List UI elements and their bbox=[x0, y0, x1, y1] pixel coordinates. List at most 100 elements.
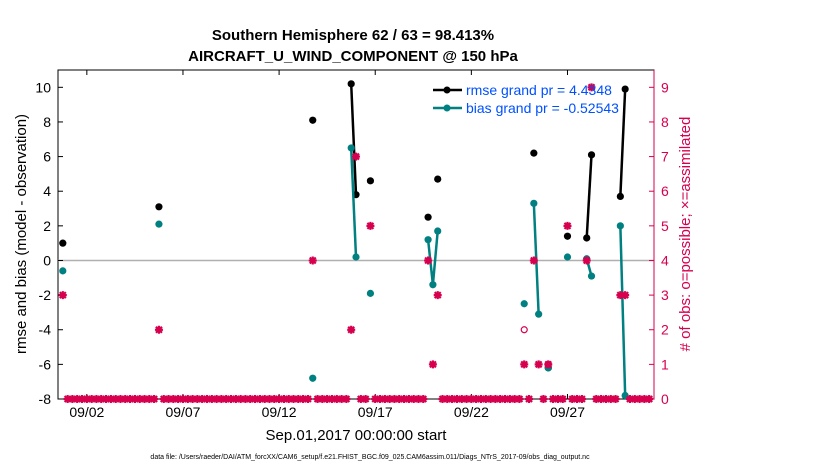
x-tick-label: 09/22 bbox=[454, 404, 489, 420]
obs-assimilated-mark bbox=[544, 360, 553, 369]
obs-assimilated-mark bbox=[58, 291, 67, 300]
obs-zero-mark bbox=[222, 395, 231, 403]
obs-assimilated-mark bbox=[534, 360, 543, 369]
obs-zero-mark bbox=[231, 395, 240, 403]
bias-point bbox=[424, 236, 432, 244]
obs-zero-mark bbox=[106, 395, 115, 403]
y-tick-label: -8 bbox=[39, 391, 52, 407]
obs-zero-mark bbox=[539, 395, 548, 403]
x-tick-group: 09/02 09/07 09/12 09/17 09/22 09/27 bbox=[69, 70, 585, 420]
obs-zero-mark bbox=[183, 395, 192, 403]
legend-bias-marker bbox=[443, 104, 451, 112]
rmse-point bbox=[366, 177, 375, 185]
rmse-line bbox=[619, 88, 627, 197]
obs-zero-mark bbox=[63, 395, 72, 403]
obs-zero-mark bbox=[102, 395, 111, 403]
obs-zero-mark bbox=[294, 395, 303, 403]
obs-zero-mark bbox=[82, 395, 91, 403]
obs-zero-mark bbox=[481, 395, 490, 403]
obs-zero-mark bbox=[645, 395, 654, 403]
bias-point bbox=[366, 289, 375, 297]
y-right-tick-label: 3 bbox=[661, 287, 669, 303]
obs-zero-mark bbox=[438, 395, 447, 403]
obs-zero-mark bbox=[198, 395, 207, 403]
obs-assimilated-mark bbox=[616, 291, 625, 300]
bias-point bbox=[309, 374, 317, 382]
obs-zero-mark bbox=[448, 395, 457, 403]
obs-zero-mark bbox=[289, 395, 298, 403]
data-file-footer: data file: /Users/raeder/DAI/ATM_forcXX/… bbox=[150, 454, 590, 461]
y-right-tick-label: 8 bbox=[661, 114, 669, 130]
obs-zero-mark bbox=[640, 395, 649, 403]
obs-zero-mark bbox=[78, 395, 87, 403]
bias-line bbox=[619, 225, 627, 396]
obs-zero-mark bbox=[164, 395, 173, 403]
obs-zero-mark bbox=[265, 395, 274, 403]
legend-bias-label: bias grand pr = -0.52543 bbox=[466, 100, 619, 116]
rmse-line bbox=[349, 83, 358, 195]
obs-zero-mark bbox=[577, 395, 586, 403]
obs-zero-mark bbox=[193, 395, 202, 403]
obs-zero-mark bbox=[130, 395, 139, 403]
obs-marks-group bbox=[58, 83, 654, 403]
obs-zero-mark bbox=[92, 395, 101, 403]
y-tick-label: 2 bbox=[43, 218, 51, 234]
chart-subtitle: AIRCRAFT_U_WIND_COMPONENT @ 150 hPa bbox=[188, 48, 518, 65]
obs-zero-mark bbox=[303, 395, 312, 403]
obs-zero-mark bbox=[241, 395, 250, 403]
bias-point bbox=[587, 272, 596, 280]
obs-assimilated-mark bbox=[433, 291, 442, 300]
rmse-point bbox=[59, 239, 67, 247]
obs-zero-mark bbox=[279, 395, 288, 403]
y-right-tick-label: 9 bbox=[661, 79, 669, 95]
obs-zero-mark bbox=[169, 395, 178, 403]
obs-zero-mark bbox=[227, 395, 236, 403]
bias-point bbox=[616, 222, 624, 230]
obs-zero-mark bbox=[327, 395, 336, 403]
obs-assimilated-mark bbox=[582, 256, 591, 265]
x-tick-label: 09/17 bbox=[358, 404, 393, 420]
obs-zero-mark bbox=[409, 395, 418, 403]
obs-zero-mark bbox=[323, 395, 332, 403]
bias-point bbox=[520, 300, 528, 308]
obs-zero-mark bbox=[505, 395, 514, 403]
obs-assimilated-mark bbox=[587, 83, 596, 92]
obs-zero-mark bbox=[395, 395, 404, 403]
obs-assimilated-mark bbox=[352, 152, 360, 161]
bias-point bbox=[59, 267, 67, 275]
x-tick-label: 09/12 bbox=[262, 404, 297, 420]
obs-zero-mark bbox=[515, 395, 524, 403]
rmse-point bbox=[309, 116, 317, 124]
obs-zero-mark bbox=[592, 395, 601, 403]
obs-zero-mark bbox=[212, 395, 221, 403]
obs-zero-mark bbox=[116, 395, 125, 403]
obs-assimilated-mark bbox=[529, 256, 538, 265]
obs-zero-mark bbox=[553, 395, 562, 403]
y-tick-label: 0 bbox=[43, 252, 51, 268]
y-tick-label: 4 bbox=[43, 183, 51, 199]
obs-zero-mark bbox=[87, 395, 96, 403]
y-right-tick-label: 4 bbox=[661, 252, 669, 268]
obs-zero-mark bbox=[601, 395, 610, 403]
obs-zero-mark bbox=[400, 395, 409, 403]
bias-point bbox=[347, 144, 355, 152]
y-axis-label: rmse and bias (model - observation) bbox=[13, 114, 30, 354]
obs-zero-mark bbox=[361, 395, 370, 403]
obs-possible-mark bbox=[520, 326, 528, 334]
obs-assimilated-mark bbox=[428, 360, 437, 369]
legend: rmse grand pr = 4.4348 bias grand pr = -… bbox=[433, 82, 619, 116]
obs-assimilated-mark bbox=[154, 325, 163, 334]
y-right-tick-label: 0 bbox=[661, 391, 669, 407]
obs-zero-mark bbox=[635, 395, 644, 403]
obs-zero-mark bbox=[419, 395, 428, 403]
bias-point bbox=[352, 253, 360, 261]
bias-point bbox=[429, 281, 437, 289]
obs-assimilated-mark bbox=[563, 221, 572, 230]
obs-zero-mark bbox=[568, 395, 577, 403]
rmse-point bbox=[347, 80, 355, 88]
obs-zero-mark bbox=[299, 395, 308, 403]
bias-point bbox=[155, 220, 163, 228]
chart-title: Southern Hemisphere 62 / 63 = 98.413% bbox=[212, 27, 494, 44]
obs-zero-mark bbox=[159, 395, 168, 403]
bias-point bbox=[434, 227, 442, 235]
